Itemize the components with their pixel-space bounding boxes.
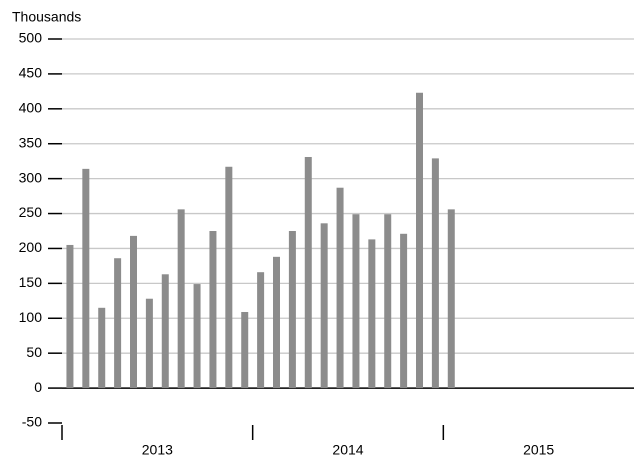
bar [431, 158, 439, 389]
y-tick-label: 0 [34, 379, 42, 395]
bar [209, 231, 217, 389]
y-tick-label: 100 [19, 309, 43, 325]
bar [82, 168, 90, 389]
x-group-label: 2015 [523, 442, 554, 458]
bar [130, 235, 137, 389]
y-tick-label: 300 [19, 169, 43, 185]
y-tick-label: 150 [19, 274, 43, 290]
y-tick-label: 350 [19, 134, 43, 150]
x-group-label: 2013 [142, 442, 173, 458]
bar [288, 231, 296, 389]
y-tick-label: 400 [19, 100, 43, 116]
bar [273, 256, 280, 389]
bar [384, 214, 392, 389]
x-group-label: 2014 [332, 442, 363, 458]
bar [66, 244, 74, 389]
y-tick-label: 200 [19, 239, 43, 255]
bar [368, 239, 376, 389]
y-tick-label: 500 [19, 30, 43, 46]
bar [320, 223, 328, 389]
bar [193, 284, 201, 389]
y-tick-label: 450 [19, 65, 43, 81]
bar [304, 156, 312, 389]
bar [161, 274, 169, 389]
chart-title: Thousands [12, 9, 81, 25]
y-tick-label: 50 [26, 344, 42, 360]
bar [416, 92, 423, 389]
bar [145, 298, 153, 389]
bar [225, 166, 233, 389]
bar [336, 187, 344, 389]
bar [352, 214, 360, 389]
bar [447, 209, 455, 389]
y-tick-label: -50 [22, 414, 42, 430]
bar [241, 311, 249, 389]
bar [257, 272, 265, 389]
bar [114, 258, 122, 389]
bar [400, 233, 408, 389]
bar [177, 209, 185, 389]
bar [98, 307, 106, 389]
y-tick-label: 250 [19, 204, 43, 220]
